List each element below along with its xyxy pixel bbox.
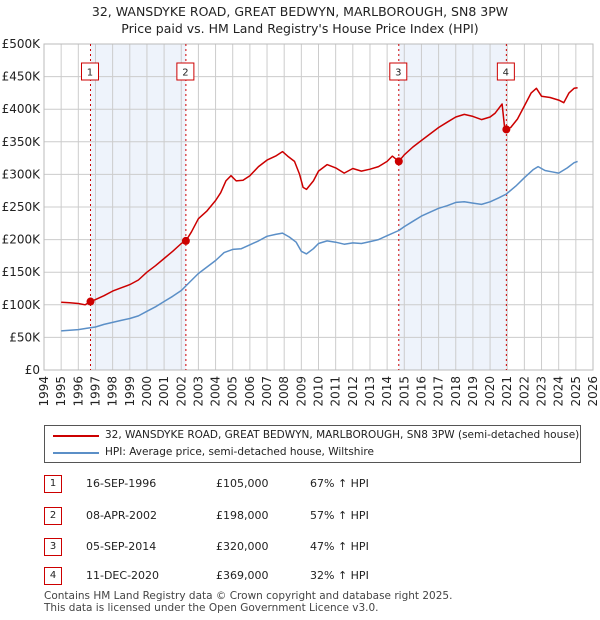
price-chart: £0 £50K £100K £150K £200K £250K £300K £350K £400…	[2, 37, 600, 407]
x-tick-label: 2020	[483, 376, 497, 407]
sale-number-label: 1	[87, 68, 93, 79]
chart-subtitle: Price paid vs. HM Land Registry's House …	[121, 21, 479, 36]
sale-badge: 4	[44, 567, 62, 585]
x-tick-label: 2026	[586, 376, 600, 407]
x-tick-label: 2012	[346, 376, 360, 407]
x-tick-label: 2017	[432, 376, 446, 407]
x-tick-label: 1995	[54, 376, 68, 407]
sale-number-label: 4	[503, 68, 509, 79]
x-tick-label: 2002	[174, 376, 188, 407]
sale-row-4: 4 11-DEC-2020 £369,000 32% ↑ HPI	[44, 566, 584, 586]
sale-price: £369,000	[216, 569, 269, 582]
sale-point	[394, 157, 403, 166]
sale-badge: 2	[44, 507, 62, 525]
sale-date: 05-SEP-2014	[86, 540, 157, 553]
y-tick-label: £450K	[2, 70, 42, 84]
x-tick-label: 1999	[123, 376, 137, 407]
sale-number-box	[80, 62, 99, 81]
sale-row-3: 3 05-SEP-2014 £320,000 47% ↑ HPI	[44, 537, 584, 557]
y-tick-label: £100K	[2, 298, 42, 312]
x-tick-label: 1998	[106, 376, 120, 407]
sale-point	[86, 297, 95, 306]
sale-date: 16-SEP-1996	[86, 477, 157, 490]
legend-property-label: 32, WANSDYKE ROAD, GREAT BEDWYN, MARLBOR…	[105, 429, 580, 441]
x-tick-label: 2025	[569, 376, 583, 407]
x-tick-label: 2013	[363, 376, 377, 407]
legend: 32, WANSDYKE ROAD, GREAT BEDWYN, MARLBOR…	[44, 425, 581, 463]
sale-date: 08-APR-2002	[86, 509, 158, 522]
sale-price: £105,000	[216, 477, 269, 490]
x-tick-label: 2001	[157, 376, 171, 407]
footer-licence: This data is licensed under the Open Gov…	[44, 602, 379, 614]
sale-price: £198,000	[216, 509, 269, 522]
sale-hpi-change: 67% ↑ HPI	[310, 477, 369, 490]
y-tick-label: £400K	[2, 102, 42, 116]
plot-border	[43, 43, 594, 371]
y-tick-label: £300K	[2, 167, 42, 181]
x-tick-label: 2006	[243, 376, 257, 407]
sale-row-2: 2 08-APR-2002 £198,000 57% ↑ HPI	[44, 506, 584, 526]
footer-copyright: Contains HM Land Registry data © Crown c…	[44, 590, 453, 602]
sale-number-label: 2	[182, 68, 188, 79]
x-tick-label: 1994	[37, 376, 51, 407]
x-tick-label: 2016	[414, 376, 428, 407]
legend-property-swatch	[53, 435, 99, 437]
x-tick-label: 2021	[500, 376, 514, 407]
x-tick-label: 2008	[277, 376, 291, 407]
sale-number-box	[389, 62, 408, 81]
y-tick-label: £50K	[9, 330, 41, 344]
sale-badge: 1	[44, 475, 62, 493]
y-tick-label: £0	[25, 363, 40, 377]
x-tick-label: 2007	[260, 376, 274, 407]
x-tick-label: 2014	[380, 376, 394, 407]
sale-number-box	[496, 62, 515, 81]
x-tick-label: 2009	[294, 376, 308, 407]
sale-hpi-change: 47% ↑ HPI	[310, 540, 369, 553]
chart-title-address: 32, WANSDYKE ROAD, GREAT BEDWYN, MARLBOR…	[91, 4, 509, 19]
sale-number-box	[176, 62, 195, 81]
sale-badge: 3	[44, 538, 62, 556]
x-tick-label: 2000	[140, 376, 154, 407]
x-tick-label: 2024	[552, 376, 566, 407]
x-tick-label: 2019	[466, 376, 480, 407]
x-tick-label: 2023	[535, 376, 549, 407]
x-tick-label: 2011	[329, 376, 343, 407]
x-tick-label: 2010	[312, 376, 326, 407]
x-tick-label: 2004	[209, 376, 223, 407]
x-tick-label: 1997	[88, 376, 102, 407]
sale-point	[502, 125, 511, 134]
y-tick-label: £500K	[2, 37, 42, 51]
y-tick-label: £200K	[2, 233, 42, 247]
y-tick-label: £150K	[2, 265, 42, 279]
sale-point	[181, 236, 190, 245]
legend-hpi-swatch	[53, 452, 99, 454]
x-tick-label: 2003	[191, 376, 205, 407]
x-tick-label: 2018	[449, 376, 463, 407]
sale-hpi-change: 32% ↑ HPI	[310, 569, 369, 582]
x-tick-label: 2015	[397, 376, 411, 407]
sale-hpi-change: 57% ↑ HPI	[310, 509, 369, 522]
hpi-line	[61, 160, 578, 332]
sale-row-1: 1 16-SEP-1996 £105,000 67% ↑ HPI	[44, 474, 584, 494]
x-tick-label: 2022	[517, 376, 531, 407]
y-tick-label: £250K	[2, 200, 42, 214]
y-tick-label: £350K	[2, 135, 42, 149]
sale-number-label: 3	[395, 68, 401, 79]
x-tick-label: 1996	[71, 376, 85, 407]
x-tick-label: 2005	[226, 376, 240, 407]
sale-price: £320,000	[216, 540, 269, 553]
legend-hpi-label: HPI: Average price, semi-detached house,…	[105, 446, 374, 458]
sale-date: 11-DEC-2020	[86, 569, 160, 582]
